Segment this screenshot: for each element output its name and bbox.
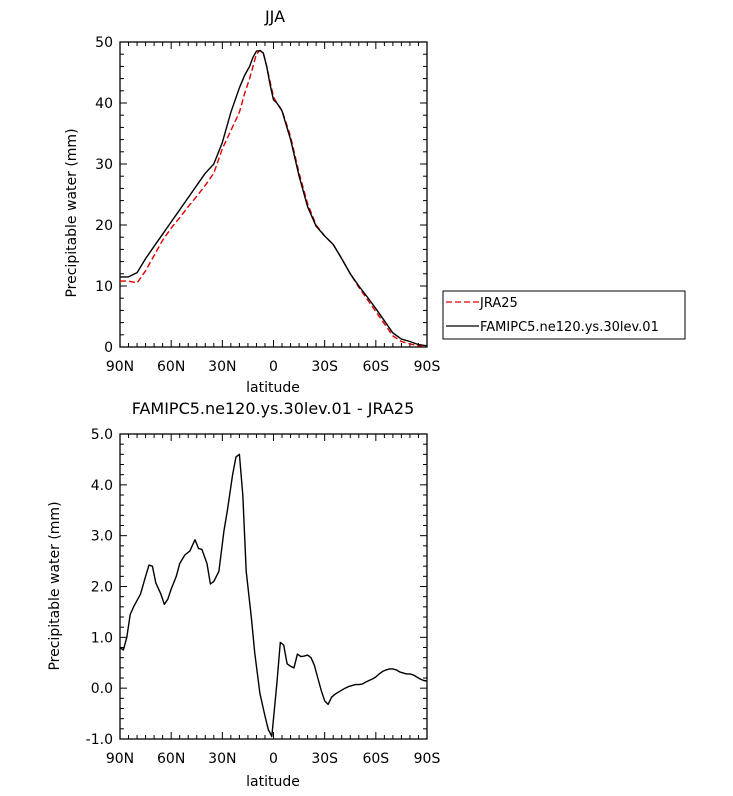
- chart-bottom-ylabel: Precipitable water (mm): [47, 501, 63, 670]
- top-ytick-label: 50: [95, 35, 113, 51]
- top-ytick-label: 30: [95, 157, 113, 173]
- chart-bottom-xtick-labels: 90N 60N 30N 0 30S 60S 90S: [106, 751, 441, 767]
- top-series-line-0: [120, 49, 428, 348]
- bottom-ytick-label: 0.0: [91, 681, 113, 697]
- top-xtick-label: 60S: [362, 359, 389, 375]
- chart-bottom-series: [119, 453, 428, 738]
- chart-bottom-ytick-labels: -1.0 0.0 1.0 2.0 3.0 4.0 5.0: [86, 427, 113, 748]
- bottom-ytick-label: 3.0: [91, 529, 113, 545]
- legend-label-famipc5: FAMIPC5.ne120.ys.30lev.01: [480, 320, 659, 335]
- bottom-xtick-label: 90N: [106, 751, 134, 767]
- chart-top-frame: [119, 41, 428, 348]
- top-ytick-label: 20: [95, 218, 113, 234]
- chart-top-ylabel: Precipitable water (mm): [64, 128, 80, 297]
- legend-box: [442, 290, 686, 340]
- top-xtick-label: 90S: [414, 359, 441, 375]
- top-ytick-label: 40: [95, 96, 113, 112]
- top-xtick-label: 90N: [106, 359, 134, 375]
- bottom-ytick-label: 2.0: [91, 580, 113, 596]
- chart-bottom-xlabel: latitude: [246, 774, 300, 790]
- top-ytick-label: 10: [95, 279, 113, 295]
- bottom-xtick-label: 90S: [414, 751, 441, 767]
- top-xtick-label: 30S: [311, 359, 338, 375]
- chart-top-legend: JRA25 FAMIPC5.ne120.ys.30lev.01: [442, 290, 686, 340]
- chart-bottom-frame: [119, 433, 428, 740]
- bottom-series-line-0: [119, 453, 428, 738]
- top-xtick-label: 0: [269, 359, 278, 375]
- chart-bottom: FAMIPC5.ne120.ys.30lev.01 - JRA25 -1.0 0.…: [47, 399, 440, 790]
- top-ytick-label: 0: [104, 340, 113, 356]
- bottom-ytick-label: 5.0: [91, 427, 113, 443]
- chart-top-xlabel: latitude: [246, 380, 300, 396]
- top-xtick-label: 60N: [157, 359, 185, 375]
- chart-top-series: [120, 49, 428, 348]
- chart-top-title: JJA: [264, 7, 285, 26]
- bottom-xtick-label: 60S: [362, 751, 389, 767]
- bottom-xtick-label: 0: [269, 751, 278, 767]
- bottom-ytick-label: 4.0: [91, 478, 113, 494]
- chart-top-ytick-labels: 0 10 20 30 40 50: [95, 35, 113, 356]
- chart-bottom-title: FAMIPC5.ne120.ys.30lev.01 - JRA25: [132, 399, 415, 418]
- chart-bottom-ticks: [119, 433, 428, 740]
- chart-top-xtick-labels: 90N 60N 30N 0 30S 60S 90S: [106, 359, 441, 375]
- bottom-xtick-label: 30S: [311, 751, 338, 767]
- bottom-ytick-label: -1.0: [86, 732, 113, 748]
- top-xtick-label: 30N: [208, 359, 236, 375]
- bottom-xtick-label: 60N: [157, 751, 185, 767]
- top-series-line-1: [120, 49, 428, 347]
- chart-top: JJA 0 10 20 30 40 50 90N 60N 30N 0 30S 60S 90S lati…: [64, 7, 686, 396]
- bottom-ytick-label: 1.0: [91, 630, 113, 646]
- bottom-xtick-label: 30N: [208, 751, 236, 767]
- legend-label-jra25: JRA25: [479, 296, 518, 311]
- chart-top-ticks: [119, 41, 428, 348]
